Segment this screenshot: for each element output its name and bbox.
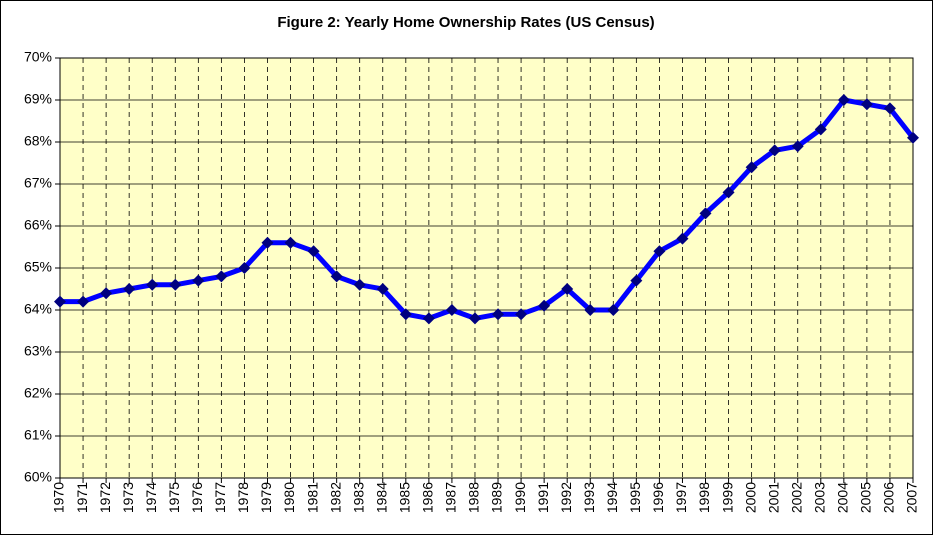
- x-tick-label: 1980: [281, 482, 297, 513]
- x-tick-label: 1984: [373, 482, 389, 513]
- point-marker: [814, 123, 827, 136]
- x-tick-label: 1995: [627, 482, 643, 513]
- y-tick-label: 61%: [24, 427, 52, 443]
- y-tick-label: 67%: [24, 175, 52, 191]
- point-marker: [399, 308, 412, 321]
- x-tick-label: 1986: [420, 482, 436, 513]
- point-marker: [169, 278, 182, 291]
- x-tick-label: 2002: [788, 482, 804, 513]
- y-tick-label: 68%: [24, 133, 52, 149]
- point-marker: [630, 274, 643, 287]
- point-marker: [699, 207, 712, 220]
- point-marker: [238, 262, 251, 274]
- point-marker: [653, 245, 666, 258]
- x-tick-label: 1978: [235, 482, 251, 513]
- point-marker: [468, 312, 481, 325]
- x-tick-label: 1994: [604, 482, 620, 513]
- point-marker: [100, 287, 113, 300]
- x-tick-label: 1993: [581, 482, 597, 513]
- x-tick-label: 1987: [443, 482, 459, 513]
- point-marker: [607, 304, 620, 316]
- point-marker: [77, 295, 90, 308]
- x-tick-label: 1988: [466, 482, 482, 513]
- point-marker: [376, 283, 389, 295]
- x-tick-label: 2005: [858, 482, 874, 513]
- x-tick-label: 1971: [74, 482, 90, 513]
- point-marker: [54, 295, 66, 308]
- point-marker: [330, 270, 343, 283]
- chart-title: Figure 2: Yearly Home Ownership Rates (U…: [277, 14, 654, 31]
- x-tick-label: 1983: [350, 482, 366, 513]
- point-marker: [515, 308, 528, 321]
- point-marker: [261, 236, 274, 249]
- x-tick-label: 1997: [673, 482, 689, 513]
- x-tick-label: 1991: [535, 482, 551, 513]
- y-tick-label: 62%: [24, 385, 52, 401]
- point-marker: [561, 283, 574, 295]
- x-tick-label: 2007: [904, 482, 920, 513]
- x-tick-label: 1996: [650, 482, 666, 513]
- point-marker: [215, 270, 228, 283]
- point-marker: [538, 299, 551, 312]
- x-tick-label: 1970: [51, 482, 67, 513]
- point-marker: [860, 98, 873, 111]
- y-tick-label: 69%: [24, 91, 52, 107]
- x-tick-label: 1977: [212, 482, 228, 513]
- x-tick-label: 1981: [304, 482, 320, 513]
- y-tick-label: 63%: [24, 343, 52, 359]
- point-marker: [907, 131, 919, 144]
- y-tick-label: 65%: [24, 259, 52, 275]
- x-tick-label: 1985: [397, 482, 413, 513]
- x-tick-label: 2004: [835, 482, 851, 513]
- x-tick-label: 1975: [166, 482, 182, 513]
- point-marker: [445, 304, 458, 316]
- point-marker: [284, 236, 297, 249]
- point-marker: [146, 278, 159, 291]
- point-marker: [837, 94, 850, 106]
- x-tick-label: 2001: [765, 482, 781, 513]
- x-tick-label: 1998: [696, 482, 712, 513]
- point-marker: [768, 144, 781, 157]
- x-tick-label: 1982: [327, 482, 343, 513]
- point-marker: [745, 161, 758, 174]
- x-tick-label: 1974: [143, 482, 159, 513]
- point-marker: [422, 312, 435, 325]
- point-marker: [492, 308, 505, 321]
- point-marker: [883, 102, 896, 115]
- y-tick-label: 60%: [24, 469, 52, 485]
- x-tick-label: 2006: [881, 482, 897, 513]
- point-marker: [353, 278, 366, 291]
- point-marker: [791, 140, 804, 153]
- x-tick-label: 1999: [719, 482, 735, 513]
- x-tick-label: 1989: [489, 482, 505, 513]
- x-tick-label: 1976: [189, 482, 205, 513]
- point-marker: [584, 304, 597, 316]
- point-marker: [676, 232, 689, 245]
- x-tick-label: 1990: [512, 482, 528, 513]
- point-marker: [192, 274, 205, 287]
- point-marker: [722, 186, 735, 199]
- y-tick-label: 70%: [24, 49, 52, 65]
- x-tick-label: 1973: [120, 482, 136, 513]
- x-tick-label: 2000: [742, 482, 758, 513]
- x-tick-label: 1979: [258, 482, 274, 513]
- x-tick-label: 2003: [811, 482, 827, 513]
- x-tick-label: 1972: [97, 482, 113, 513]
- y-tick-label: 66%: [24, 217, 52, 233]
- y-tick-label: 64%: [24, 301, 52, 317]
- point-marker: [123, 283, 136, 295]
- point-marker: [307, 245, 320, 258]
- x-tick-label: 1992: [558, 482, 574, 513]
